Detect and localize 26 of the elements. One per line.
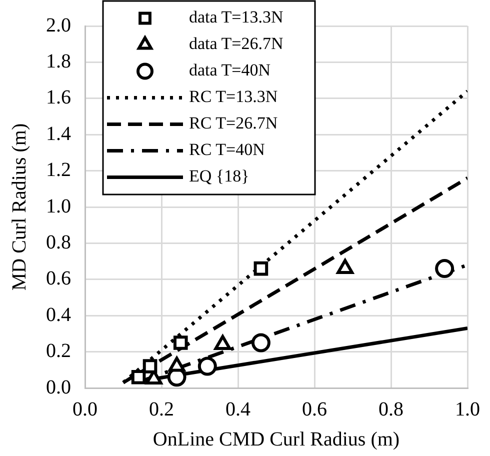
- legend-label: RC T=13.3N: [189, 87, 278, 106]
- y-tick-label: 1.0: [46, 195, 71, 218]
- y-tick-label: 0.4: [46, 304, 71, 326]
- legend-label: data T=13.3N: [189, 8, 284, 27]
- y-tick-label: 0.2: [46, 340, 71, 362]
- y-tick-label: 1.8: [46, 50, 71, 72]
- y-axis-title: MD Curl Radius (m): [8, 123, 30, 291]
- x-tick-label: 0.8: [378, 398, 404, 420]
- y-tick-label: 0.0: [46, 376, 71, 398]
- y-tick-label: 1.4: [46, 122, 71, 145]
- legend-label: data T=26.7N: [189, 34, 284, 54]
- y-tick-label: 2.0: [46, 14, 71, 36]
- x-tick-label: 0.2: [149, 398, 174, 420]
- y-tick-label: 0.8: [46, 231, 71, 254]
- y-tick-label: 1.2: [46, 159, 71, 182]
- x-tick-label: 1.0: [455, 398, 480, 420]
- legend-label: RC T=26.7N: [189, 114, 278, 133]
- x-axis-title: OnLine CMD Curl Radius (m): [152, 428, 400, 450]
- x-tick-label: 0.0: [72, 398, 98, 420]
- legend-label: EQ {18}: [189, 166, 250, 186]
- y-tick-label: 0.6: [46, 268, 71, 290]
- legend-label: data T=40N: [189, 60, 271, 80]
- x-tick-label: 0.6: [302, 398, 327, 420]
- x-tick-label: 0.4: [226, 398, 250, 420]
- y-tick-label: 1.6: [46, 86, 71, 109]
- legend-label: RC T=40N: [189, 140, 265, 160]
